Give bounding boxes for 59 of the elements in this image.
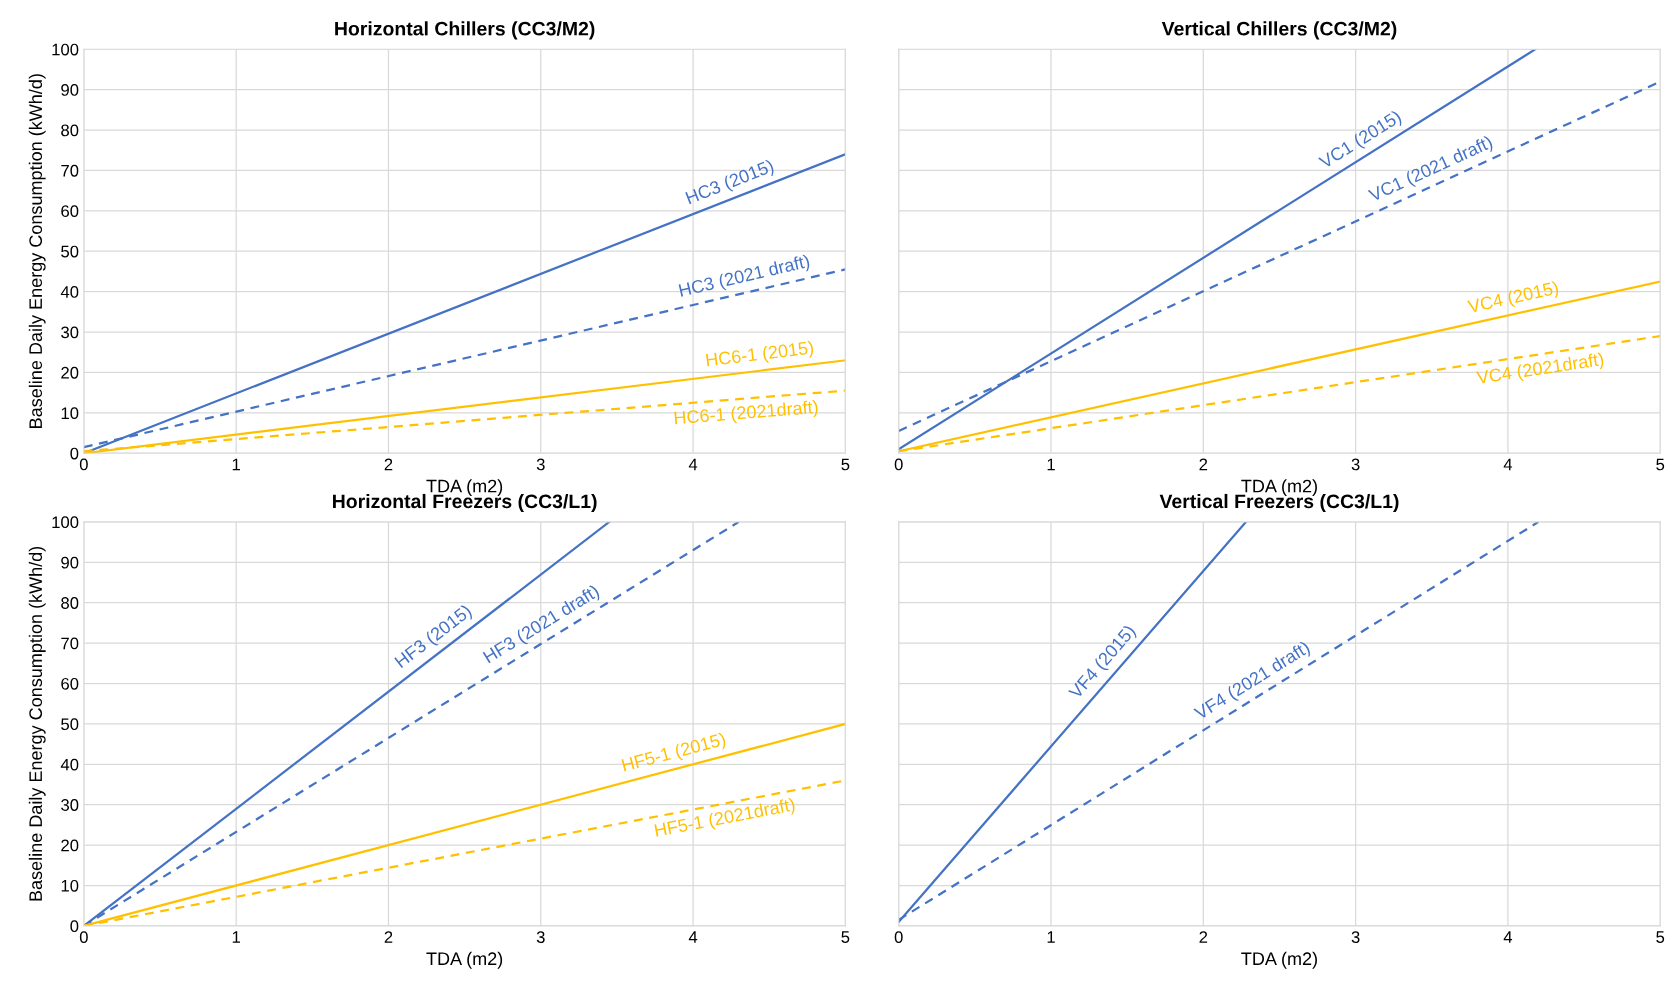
y-tick-label: 50 <box>61 245 79 258</box>
y-tick-label: 90 <box>61 556 79 569</box>
x-tick-label: 0 <box>894 931 903 943</box>
y-tick-label: 100 <box>52 43 79 56</box>
x-axis-title: TDA (m2) <box>426 951 503 969</box>
y-tick-label: 80 <box>61 597 79 609</box>
y-axis-title: Baseline Daily Energy Consumption (kWh/d) <box>28 74 46 428</box>
x-tick-label: 0 <box>79 458 88 471</box>
y-tick-label: 30 <box>61 799 79 811</box>
x-tick-label: 2 <box>384 931 393 943</box>
y-tick-label: 60 <box>61 677 79 690</box>
y-tick-label: 80 <box>61 124 79 137</box>
annotation: HC6-1 (2021draft) <box>674 399 819 428</box>
annotation: HC6-1 (2015) <box>705 340 814 371</box>
x-tick-label: 4 <box>1503 458 1513 471</box>
x-tick-label: 5 <box>841 458 850 471</box>
x-tick-label: 4 <box>688 458 698 471</box>
y-axis-title: Baseline Daily Energy Consumption (kWh/d) <box>28 546 46 901</box>
y-tick-label: 20 <box>61 366 79 379</box>
y-tick-label: 90 <box>61 84 79 96</box>
y-tick-label: 100 <box>52 516 79 529</box>
x-tick-label: 0 <box>79 931 88 943</box>
x-tick-label: 4 <box>1503 931 1513 943</box>
y-tick-label: 50 <box>61 718 79 731</box>
x-tick-label: 2 <box>1199 458 1208 471</box>
x-tick-label: 2 <box>384 458 393 471</box>
chart-title: Horizontal Chillers (CC3/M2) <box>335 21 595 40</box>
x-tick-label: 4 <box>688 931 698 943</box>
x-tick-label: 1 <box>1047 931 1055 943</box>
annotation: HF5-1 (2015) <box>621 731 727 776</box>
x-tick-label: 5 <box>1656 458 1665 471</box>
y-tick-label: 70 <box>61 637 79 650</box>
y-tick-label: 0 <box>70 447 79 460</box>
y-tick-label: 40 <box>60 758 79 771</box>
annotation: VC4 (2021draft) <box>1475 352 1605 388</box>
x-tick-label: 3 <box>536 458 545 471</box>
x-tick-label: 0 <box>894 458 903 471</box>
x-tick-label: 2 <box>1199 931 1208 943</box>
x-tick-label: 3 <box>1351 458 1360 471</box>
annotation: VC4 (2015) <box>1466 280 1560 317</box>
x-tick-label: 1 <box>1047 458 1055 471</box>
y-tick-label: 10 <box>61 879 79 892</box>
y-tick-label: 40 <box>60 286 79 298</box>
y-tick-label: 30 <box>61 326 79 339</box>
y-tick-label: 10 <box>61 407 79 420</box>
y-tick-label: 20 <box>61 839 79 852</box>
chart-title: Vertical Chillers (CC3/M2) <box>1161 21 1397 40</box>
y-tick-label: 0 <box>70 920 79 933</box>
x-tick-label: 1 <box>232 931 240 943</box>
chart-title: Horizontal Freezers (CC3/L1) <box>333 493 597 513</box>
y-tick-label: 70 <box>61 164 79 177</box>
x-tick-label: 3 <box>536 931 545 943</box>
y-tick-label: 60 <box>61 205 79 218</box>
x-tick-label: 1 <box>232 458 240 471</box>
x-axis-title: TDA (m2) <box>1241 951 1317 969</box>
x-tick-label: 5 <box>1656 931 1665 943</box>
x-tick-label: 5 <box>841 931 850 943</box>
x-tick-label: 3 <box>1351 931 1360 943</box>
annotation: HC3 (2021 draft) <box>678 253 811 301</box>
